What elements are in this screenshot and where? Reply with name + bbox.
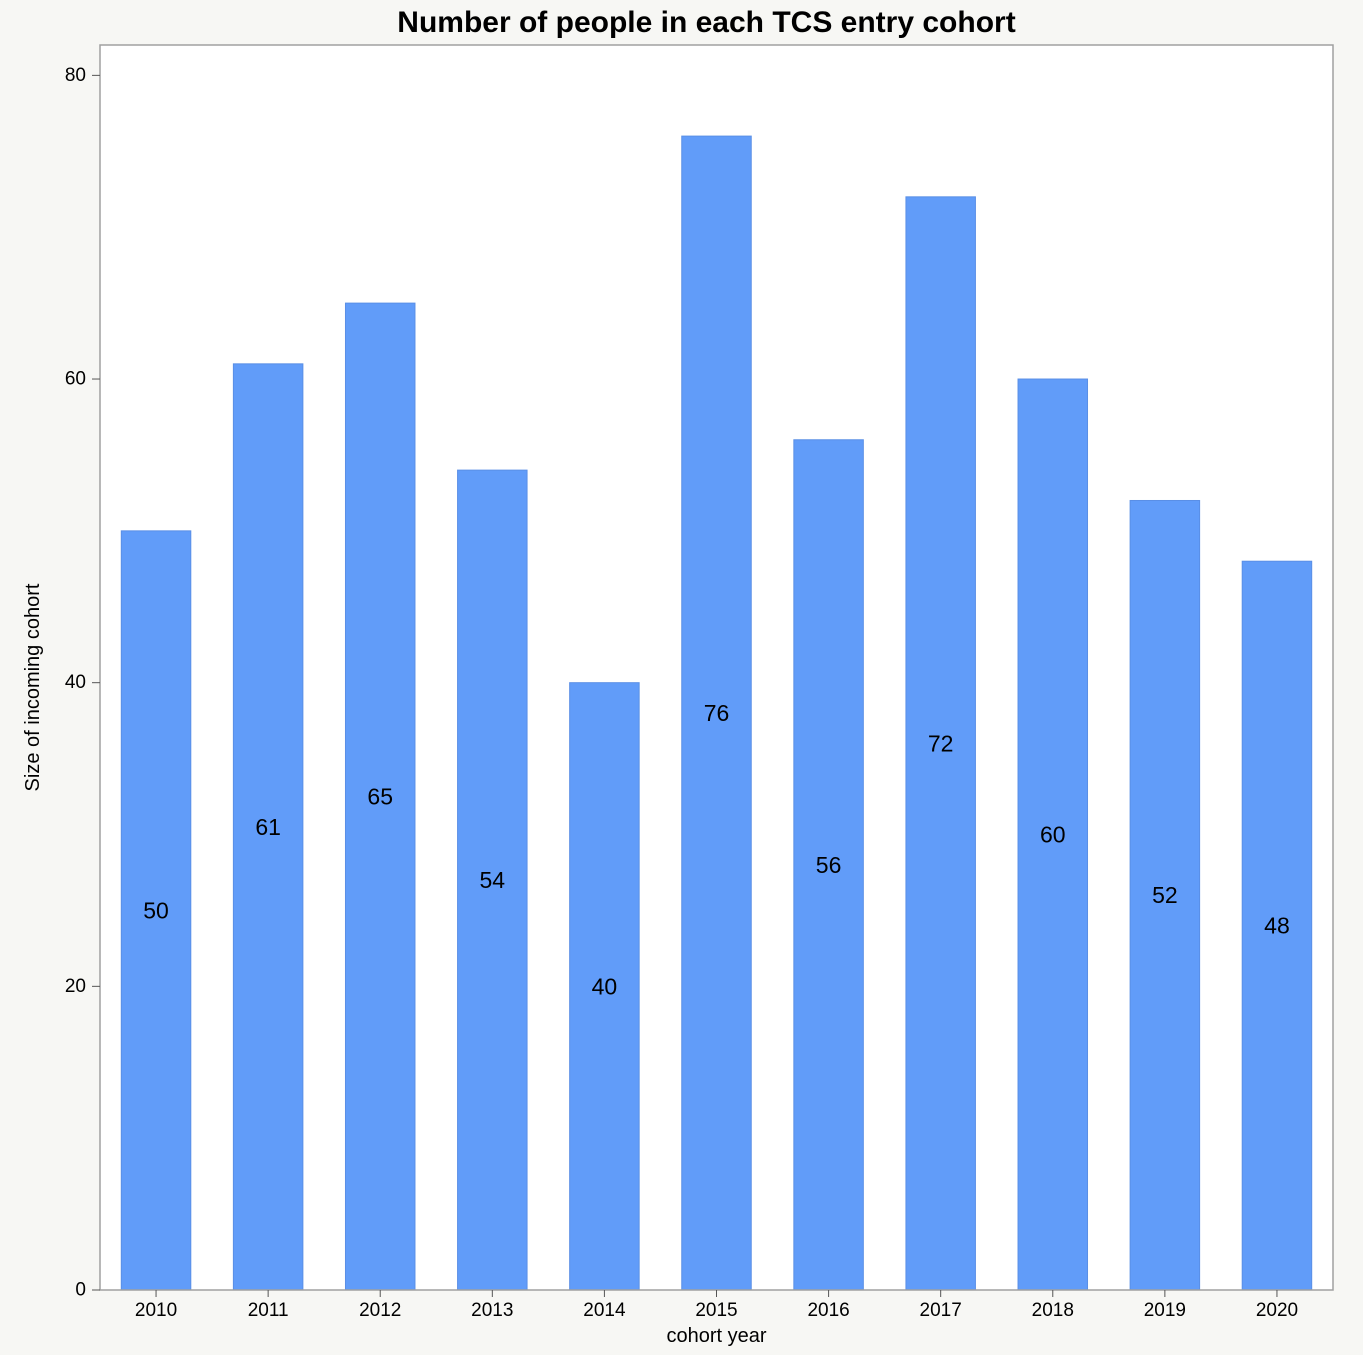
x-tick-label-2017: 2017 bbox=[920, 1300, 962, 1321]
y-tick-label-40: 40 bbox=[65, 672, 86, 693]
x-tick-label-2013: 2013 bbox=[471, 1300, 513, 1321]
bar-value-label-2013: 54 bbox=[480, 867, 506, 893]
x-axis: 2010 2011 2012 2013 2014 2015 2016 2017 2018 2019… bbox=[135, 1290, 1298, 1321]
bar-2018 bbox=[1017, 378, 1089, 1291]
x-tick-label-2015: 2015 bbox=[695, 1300, 737, 1321]
y-tick-label-20: 20 bbox=[65, 976, 86, 997]
x-tick-label-2019: 2019 bbox=[1144, 1300, 1186, 1321]
bar-2013 bbox=[457, 469, 528, 1291]
y-tick-label-60: 60 bbox=[65, 369, 86, 390]
bars bbox=[120, 135, 1313, 1291]
x-tick-label-2010: 2010 bbox=[135, 1300, 177, 1321]
bar-value-label-2018: 60 bbox=[1040, 822, 1066, 848]
y-tick-label-0: 0 bbox=[75, 1280, 86, 1301]
bar-value-label-2020: 48 bbox=[1264, 913, 1290, 939]
y-axis: 0 20 40 60 80 bbox=[65, 65, 100, 1301]
chart-title: Number of people in each TCS entry cohor… bbox=[397, 6, 1015, 39]
bar-2019 bbox=[1129, 499, 1201, 1291]
y-axis-title: Size of incoming cohort bbox=[22, 583, 44, 791]
bar-value-label-2017: 72 bbox=[928, 730, 954, 756]
x-tick-label-2020: 2020 bbox=[1256, 1300, 1298, 1321]
bar-value-label-2015: 76 bbox=[704, 700, 730, 726]
bar-2017 bbox=[905, 196, 976, 1291]
bar-data-labels: 50 61 65 54 40 76 56 72 60 52 48 bbox=[143, 700, 1290, 999]
x-tick-label-2016: 2016 bbox=[807, 1300, 849, 1321]
bar-2012 bbox=[344, 302, 416, 1291]
bar-2010 bbox=[120, 530, 192, 1291]
bar-value-label-2014: 40 bbox=[592, 973, 618, 999]
x-axis-title: cohort year bbox=[666, 1325, 766, 1347]
bar-value-label-2016: 56 bbox=[816, 852, 842, 878]
y-tick-label-80: 80 bbox=[65, 65, 86, 86]
bar-value-label-2010: 50 bbox=[143, 897, 169, 923]
bar-2011 bbox=[232, 363, 304, 1291]
bar-value-label-2019: 52 bbox=[1152, 882, 1178, 908]
x-tick-label-2018: 2018 bbox=[1032, 1300, 1074, 1321]
x-tick-label-2012: 2012 bbox=[359, 1300, 401, 1321]
x-tick-label-2014: 2014 bbox=[583, 1300, 626, 1321]
bar-value-label-2011: 61 bbox=[255, 814, 281, 840]
bar-2016 bbox=[793, 439, 864, 1291]
bar-value-label-2012: 65 bbox=[367, 784, 393, 810]
x-tick-label-2011: 2011 bbox=[248, 1300, 289, 1321]
